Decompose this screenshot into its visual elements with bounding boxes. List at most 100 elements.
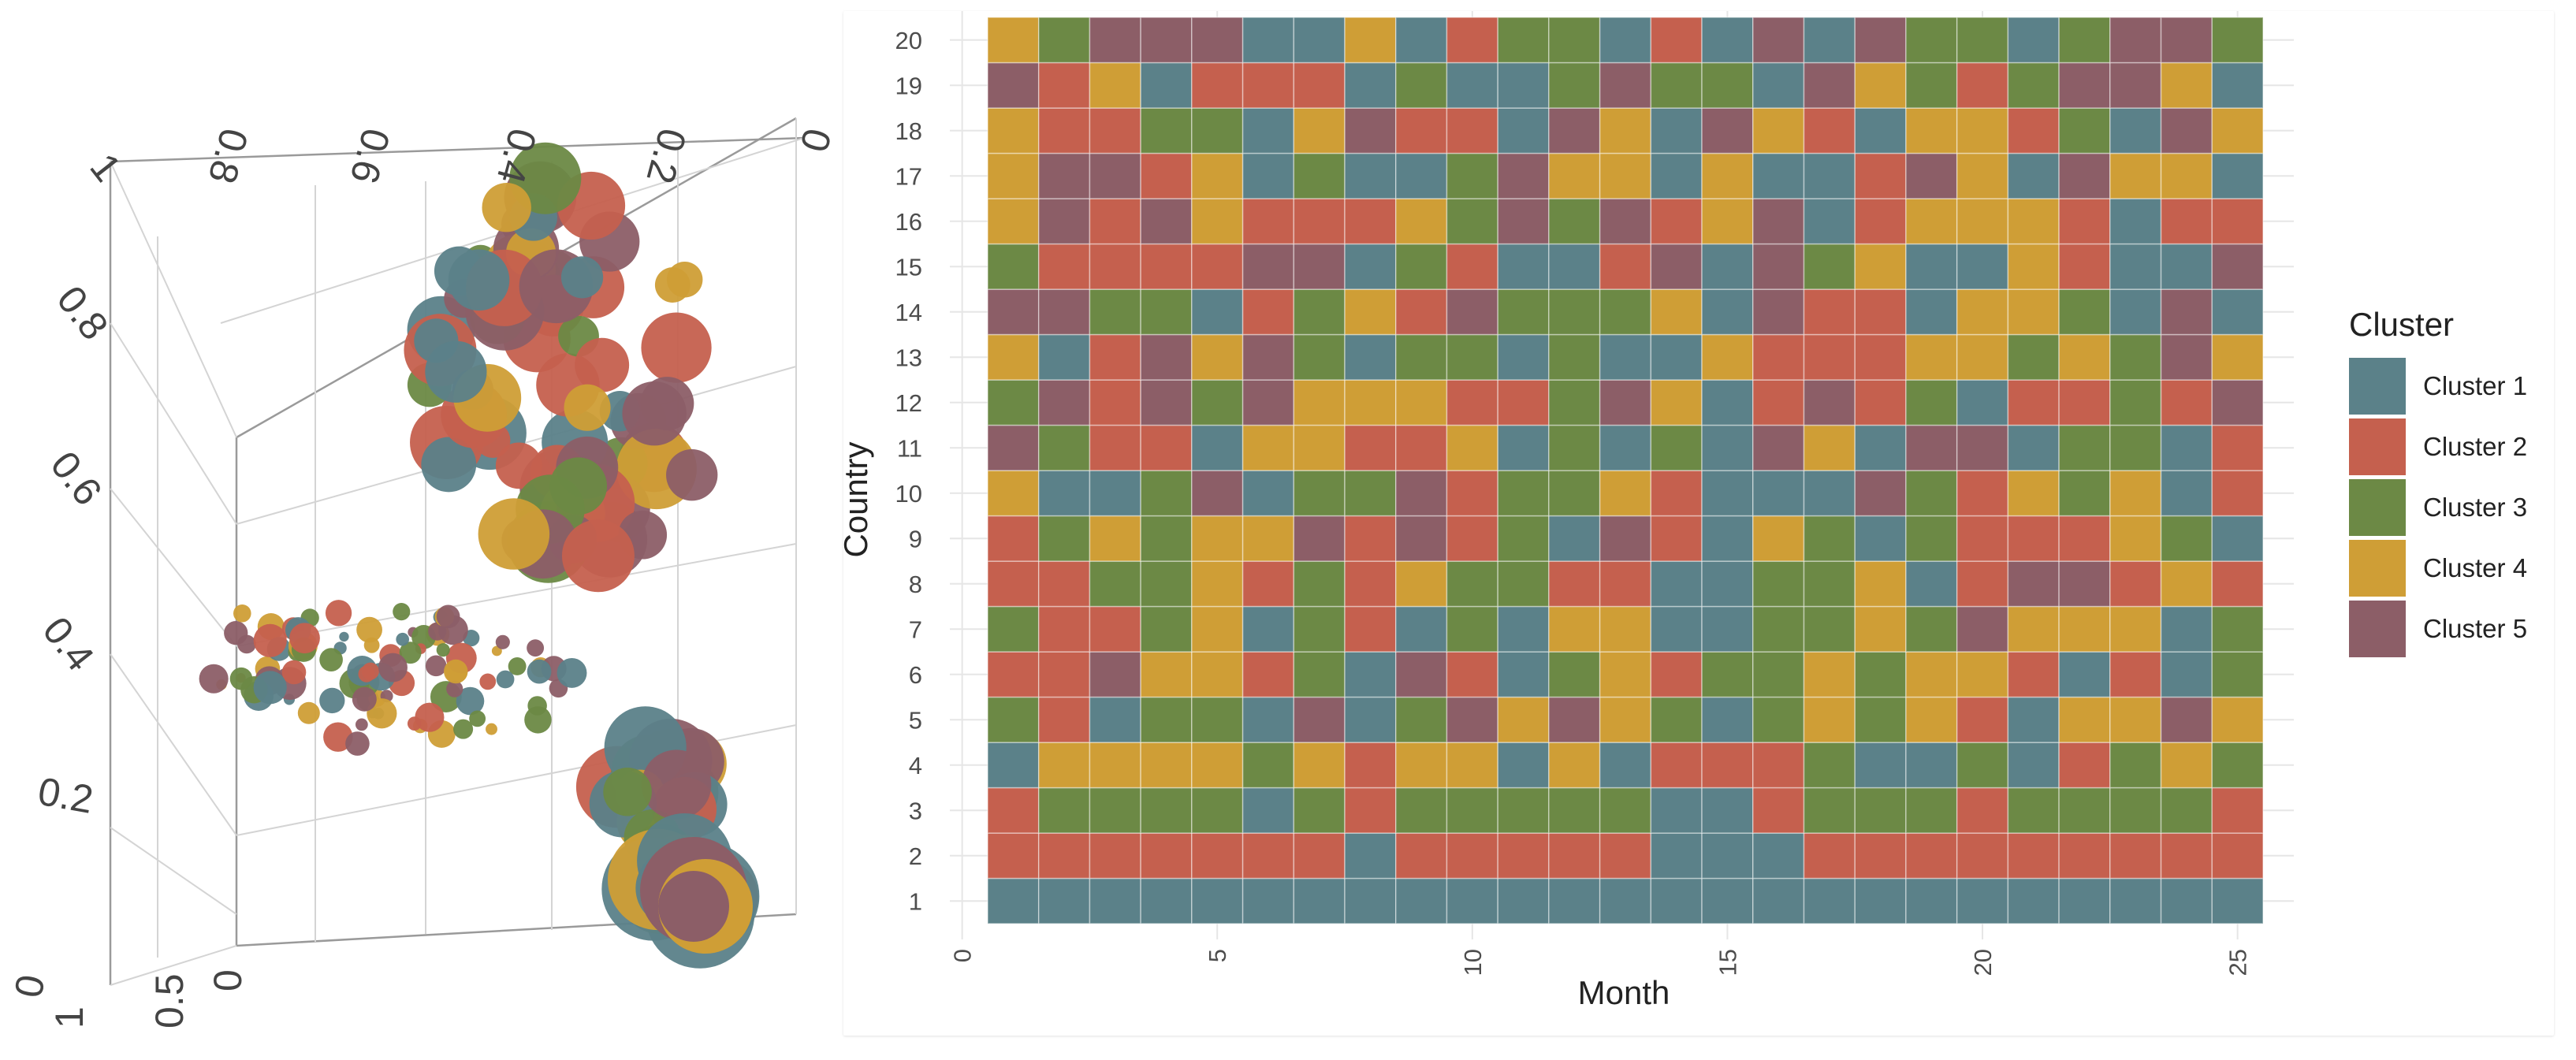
heatmap-cell — [2160, 877, 2213, 924]
3d-gridline — [110, 945, 237, 986]
heatmap-cell — [2109, 832, 2162, 880]
heatmap-cell — [2058, 470, 2111, 517]
heatmap-cell — [1701, 424, 1754, 471]
x-tick-label: 15 — [1714, 949, 1741, 976]
heatmap-cell — [1140, 243, 1193, 290]
axis-b-tick: 0.6 — [341, 124, 398, 188]
heatmap-cell — [1854, 696, 1907, 743]
heatmap-cell — [1599, 742, 1652, 789]
axis-a-tick: 0.6 — [42, 443, 110, 513]
heatmap-cell — [1191, 288, 1244, 336]
heatmap-cell — [1089, 424, 1141, 471]
x-tick-label: 0 — [949, 949, 977, 962]
heatmap-cell — [1905, 560, 1958, 608]
heatmap-cell — [1752, 877, 1805, 924]
heatmap-cell — [1956, 17, 2009, 64]
heatmap-cell — [1803, 243, 1856, 290]
y-tick-label: 1 — [909, 887, 922, 915]
heatmap-cell — [1548, 17, 1601, 64]
heatmap-cell — [1650, 832, 1703, 880]
heatmap-cell — [1905, 877, 1958, 924]
heatmap-cell — [2007, 515, 2060, 562]
heatmap-cell — [1037, 152, 1091, 199]
heatmap-cell — [2211, 333, 2264, 381]
heatmap-cell — [1344, 333, 1397, 381]
heatmap-cell — [1956, 651, 2009, 698]
heatmap-cell — [2007, 379, 2060, 426]
heatmap-cell — [1191, 651, 1244, 698]
heatmap-cell — [1191, 470, 1244, 517]
heatmap-cell — [1293, 696, 1346, 743]
heatmap-cell — [1854, 742, 1907, 789]
heatmap-cell — [1956, 515, 2009, 562]
heatmap-cell — [1701, 17, 1754, 64]
heatmap-cell — [1548, 107, 1601, 154]
bubble-point — [666, 261, 703, 298]
bubble-point — [561, 519, 635, 593]
heatmap-cell — [1191, 107, 1244, 154]
x-tick-labels: 0 5 10 15 20 25 — [949, 949, 2252, 976]
bubble-point — [436, 604, 460, 629]
bubble-point — [358, 665, 375, 682]
heatmap-cell — [1140, 515, 1193, 562]
heatmap-cell — [1344, 696, 1397, 743]
heatmap-cell — [1803, 379, 1856, 426]
bubble-point — [345, 731, 370, 756]
heatmap-cell — [987, 877, 1040, 924]
heatmap-cell — [1650, 560, 1703, 608]
heatmap-cell — [987, 470, 1040, 517]
heatmap-cell — [1752, 379, 1805, 426]
heatmap-cell — [1548, 832, 1601, 880]
heatmap-cell — [1752, 107, 1805, 154]
heatmap-cell — [1956, 152, 2009, 199]
3d-gridline — [236, 543, 797, 647]
heatmap-cell — [1905, 198, 1958, 245]
heatmap-cell — [1191, 198, 1244, 245]
heatmap-cell — [1395, 61, 1448, 109]
heatmap-cell — [2160, 651, 2213, 698]
heatmap-cell — [1037, 198, 1091, 245]
heatmap-cell — [1344, 17, 1397, 64]
heatmap-cell — [1089, 470, 1141, 517]
heatmap-cell — [1241, 605, 1295, 653]
heatmap-cell — [2160, 560, 2213, 608]
heatmap-cell — [1497, 107, 1550, 154]
y-tick-label: 13 — [895, 344, 922, 371]
bubble-point — [339, 631, 349, 642]
heatmap-cell — [1905, 651, 1958, 698]
heatmap-cell — [1854, 515, 1907, 562]
heatmap-cell — [1140, 877, 1193, 924]
heatmap-cell — [987, 152, 1040, 199]
bubble-point — [496, 670, 515, 689]
heatmap-cell — [2109, 288, 2162, 336]
heatmap-cell — [2058, 152, 2111, 199]
y-tick-label: 7 — [909, 616, 922, 643]
heatmap-cell — [2211, 651, 2264, 698]
heatmap-cell — [1395, 742, 1448, 789]
heatmap-cell — [1803, 696, 1856, 743]
heatmap-cell — [1037, 696, 1091, 743]
heatmap-cell — [2109, 742, 2162, 789]
legend-swatch — [2349, 358, 2406, 415]
heatmap-cell — [2211, 696, 2264, 743]
bubble-point — [446, 680, 463, 697]
axis-c-tick: 0 — [206, 969, 250, 991]
heatmap-cell — [2211, 152, 2264, 199]
heatmap-cell — [2109, 605, 2162, 653]
heatmap-cell — [1701, 787, 1754, 834]
bubble-point — [527, 696, 547, 716]
bubble-point — [415, 702, 445, 732]
heatmap-cell — [1293, 560, 1346, 608]
heatmap-cell — [1803, 605, 1856, 653]
heatmap-cell — [1599, 333, 1652, 381]
heatmap-cell — [1599, 61, 1652, 109]
heatmap-cell — [2160, 61, 2213, 109]
y-tick-label: 16 — [895, 208, 922, 236]
heatmap-cell — [1752, 605, 1805, 653]
y-tick-label: 8 — [909, 571, 922, 598]
heatmap-cell — [1599, 515, 1652, 562]
heatmap-cell — [2058, 17, 2111, 64]
3d-scatter-plot[interactable]: 1 0.8 0.6 0.4 0.2 0 0.8 0.6 0.4 0.2 0 1 … — [0, 0, 836, 1060]
